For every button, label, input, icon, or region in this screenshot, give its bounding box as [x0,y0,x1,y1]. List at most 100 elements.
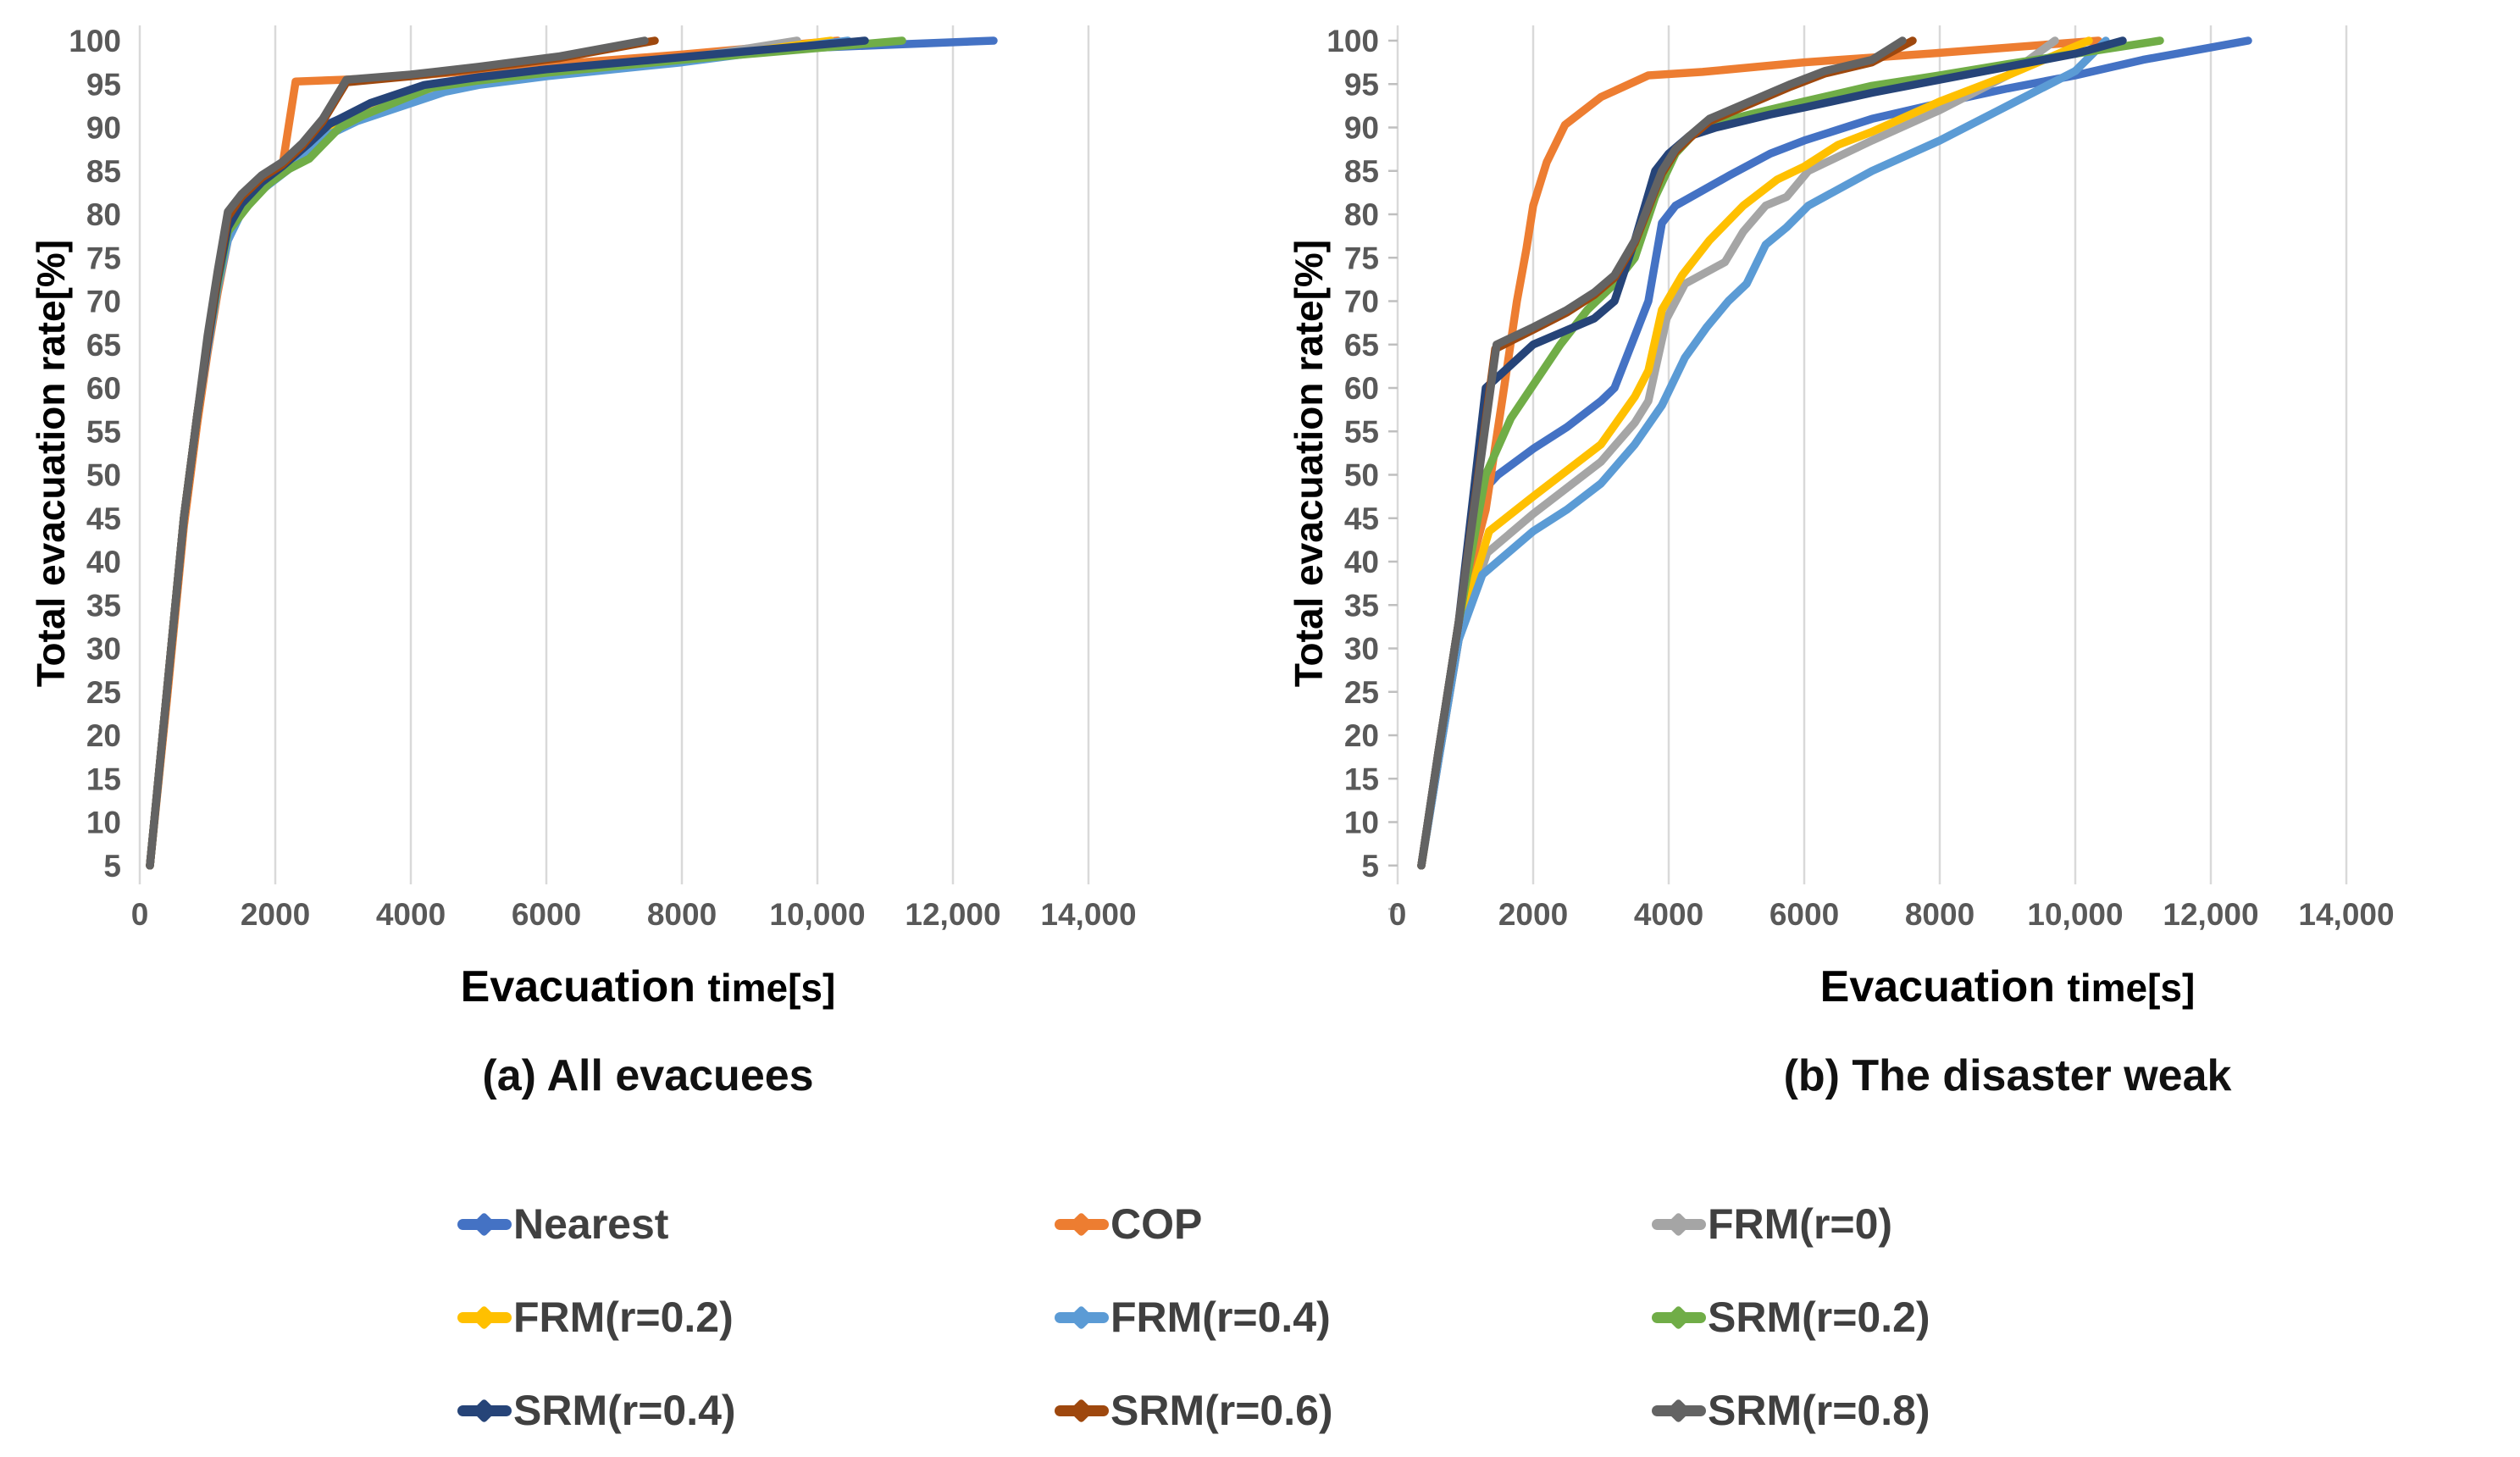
legend-item-FRM(r=0): FRM(r=0) [1652,1177,2249,1271]
y-tick-label: 100 [69,24,121,58]
x-tick-label: 6000 [512,897,581,932]
y-tick-label: 40 [1344,545,1379,579]
x-tick-label: 10,000 [2027,897,2123,932]
x-tick-label: 12,000 [905,897,1000,932]
legend-label: Nearest [513,1200,669,1248]
legend-marker-icon [1068,1305,1094,1330]
y-tick-label: 40 [86,545,121,579]
legend-swatch-icon [1652,1211,1706,1237]
y-tick-label: 50 [1344,458,1379,493]
series-line-FRM(r=0) [1417,36,2059,870]
legend-item-SRM(r=0.4): SRM(r=0.4) [457,1364,1055,1457]
x-tick-label: 14,000 [2298,897,2394,932]
y-tick-label: 5 [1361,849,1379,884]
legend-marker-icon [1068,1211,1094,1237]
legend-item-COP: COP [1055,1177,1652,1271]
x-tick-label: 2000 [1498,897,1568,932]
chart-b-canvas: 5 10 15 20 25 30 35 40 45 50 55 60 65 70 75 80 85 90 95 100… [1326,24,2394,932]
y-tick-label: 25 [86,675,121,710]
legend-label: FRM(r=0) [1708,1200,1893,1248]
subplot-caption-b: (b) The disaster weak [1783,1051,2232,1100]
y-tick-label: 90 [1344,111,1379,146]
series-line-FRM(r=0.2) [146,36,835,870]
legend-item-FRM(r=0.4): FRM(r=0.4) [1055,1271,1652,1364]
chart-legend: Nearest COP FRM(r=0) FRM(r=0.2) FRM(r=0.4) SR… [457,1177,2262,1457]
x-tick-label: 2000 [241,897,310,932]
x-tick-label: 0 [1389,897,1407,932]
y-tick-label: 65 [86,328,121,363]
y-tick-label: 50 [86,458,121,493]
legend-item-Nearest: Nearest [457,1177,1055,1271]
legend-label: SRM(r=0.2) [1708,1294,1930,1341]
legend-item-SRM(r=0.2): SRM(r=0.2) [1652,1271,2249,1364]
y-tick-label: 35 [86,588,121,623]
y-tick-label: 10 [1344,806,1379,840]
chart-disaster-weak: Total evacuation rate[%] 5 10 15 20 25 30 35 40… [1262,0,2516,1152]
x-tick-label: 10,000 [769,897,865,932]
legend-swatch-icon [1055,1305,1109,1330]
legend-label: SRM(r=0.6) [1110,1387,1333,1434]
y-tick-label: 45 [86,501,121,536]
x-tick-label: 4000 [376,897,446,932]
y-tick-label: 65 [1344,328,1379,363]
legend-swatch-icon [457,1398,512,1423]
y-tick-label: 100 [1326,24,1379,58]
x-axis-title: Evacuation time[s] [1819,962,2196,1011]
legend-swatch-icon [1055,1211,1109,1237]
x-tick-label: 6000 [1770,897,1839,932]
series-line-SRM(r=0.8) [1417,36,1907,870]
y-tick-label: 90 [86,111,121,146]
legend-swatch-icon [457,1211,512,1237]
series-line-FRM(r=0.4) [146,36,852,870]
legend-swatch-icon [1652,1398,1706,1423]
y-tick-label: 95 [1344,67,1379,102]
legend-label: FRM(r=0.2) [513,1294,734,1341]
series-line-FRM(r=0.4) [1417,36,2110,870]
x-tick-label: 12,000 [2163,897,2258,932]
x-tick-label: 0 [131,897,149,932]
y-tick-label: 15 [1344,762,1379,796]
legend-label: COP [1110,1200,1203,1248]
legend-item-FRM(r=0.2): FRM(r=0.2) [457,1271,1055,1364]
series-line-SRM(r=0.4) [146,36,869,870]
series-line-COP [146,36,842,870]
y-tick-label: 55 [1344,414,1379,449]
legend-swatch-icon [1055,1398,1109,1423]
legend-marker-icon [1665,1398,1692,1423]
series-line-FRM(r=0.2) [1417,36,2093,870]
y-tick-label: 55 [86,414,121,449]
legend-marker-icon [1665,1211,1692,1237]
y-tick-label: 95 [86,67,121,102]
chart-all-evacuees: Total evacuation rate[%] 5 10 15 20 25 30 35 40… [4,0,1258,1152]
y-tick-label: 60 [86,371,121,406]
y-tick-label: 10 [86,806,121,840]
legend-marker-icon [1665,1305,1692,1330]
legend-swatch-icon [457,1305,512,1330]
legend-item-SRM(r=0.6): SRM(r=0.6) [1055,1364,1652,1457]
y-tick-label: 75 [86,241,121,275]
chart-a-canvas: 5 10 15 20 25 30 35 40 45 50 55 60 65 70 75 80 85 90 95 100… [69,24,1136,932]
legend-marker-icon [471,1398,497,1423]
legend-marker-icon [471,1305,497,1330]
y-tick-label: 75 [1344,241,1379,275]
legend-item-SRM(r=0.8): SRM(r=0.8) [1652,1364,2249,1457]
legend-label: SRM(r=0.8) [1708,1387,1930,1434]
x-axis-title: Evacuation time[s] [460,962,836,1011]
series-line-SRM(r=0.6) [146,36,659,870]
legend-label: FRM(r=0.4) [1110,1294,1331,1341]
legend-swatch-icon [1652,1305,1706,1330]
y-tick-label: 20 [1344,718,1379,753]
series-line-FRM(r=0) [146,36,801,870]
y-tick-label: 70 [1344,285,1379,319]
y-tick-label: 60 [1344,371,1379,406]
legend-marker-icon [1068,1398,1094,1423]
legend-marker-icon [471,1211,497,1237]
legend-label: SRM(r=0.4) [513,1387,736,1434]
series-line-SRM(r=0.2) [146,36,906,870]
y-tick-label: 80 [86,197,121,232]
y-tick-label: 85 [86,154,121,189]
x-tick-label: 8000 [647,897,717,932]
x-tick-label: 4000 [1634,897,1703,932]
x-tick-label: 14,000 [1040,897,1136,932]
y-tick-label: 25 [1344,675,1379,710]
